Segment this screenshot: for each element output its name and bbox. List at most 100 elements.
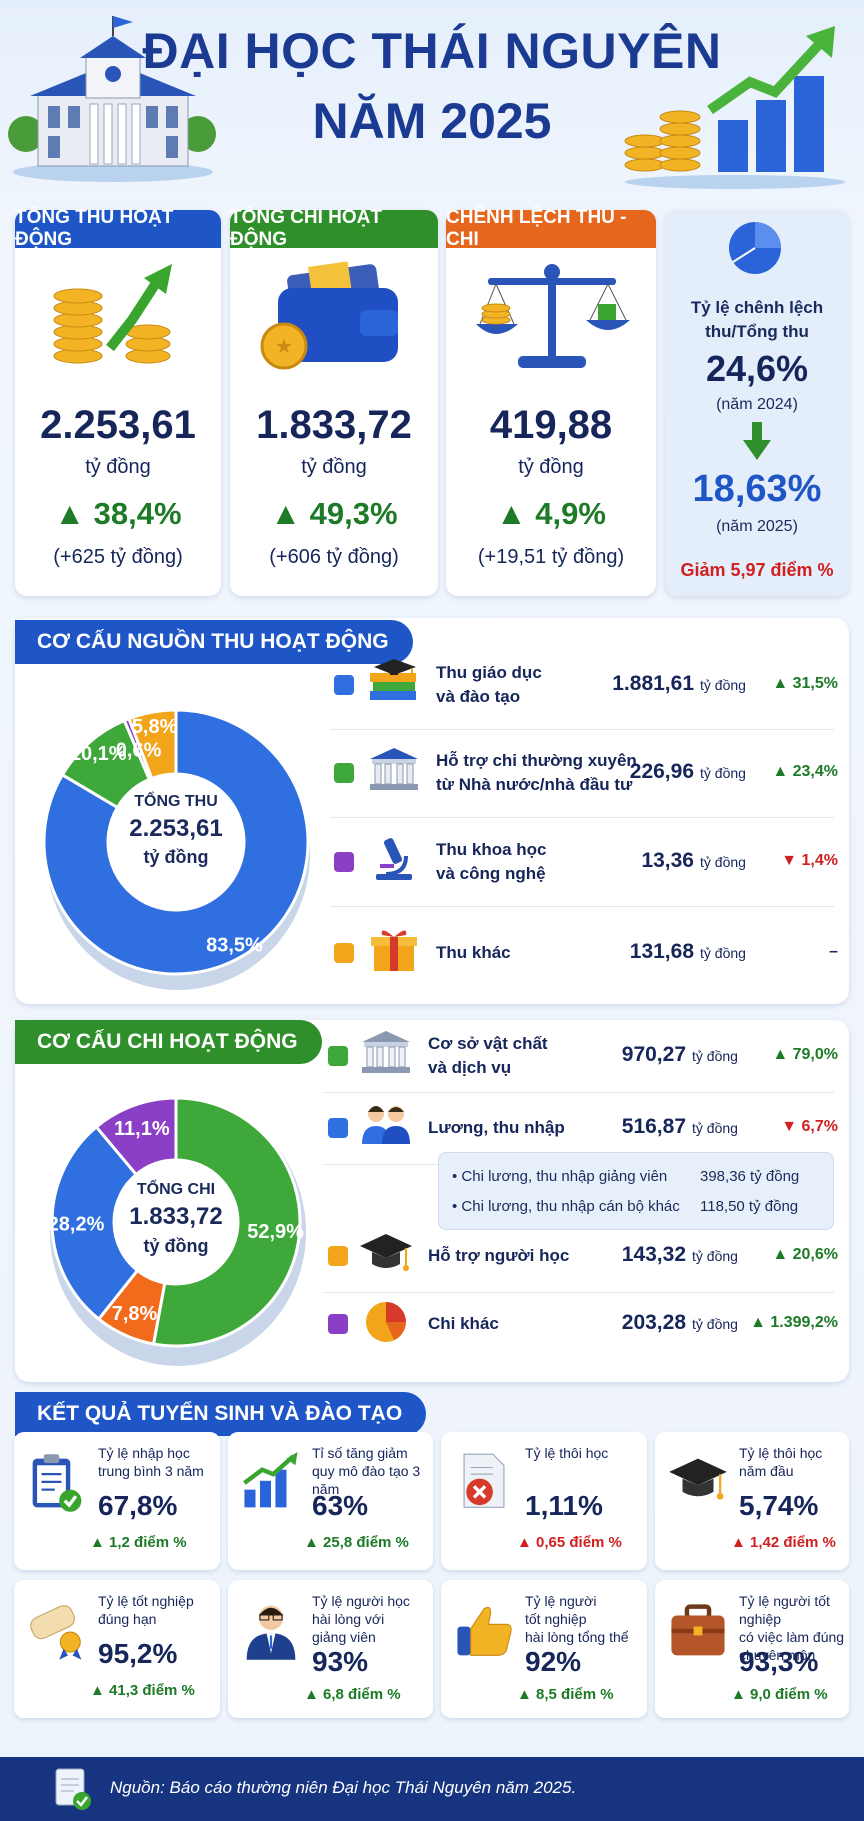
kpi-label-line: giảng viên — [312, 1629, 376, 1645]
kpi-card: Tỷ lệ nhập học trung bình 3 năm 67,8% ▲ 1,2… — [14, 1432, 220, 1570]
legend-change: ▲ 31,5% — [772, 675, 838, 692]
legend-change: – — [829, 943, 838, 960]
ratio-2025-year: (năm 2025) — [716, 518, 798, 535]
kpi-label: Tỷ lệ người học hài lòng với giảng viên — [312, 1592, 429, 1646]
salary-breakdown-label: Chi lương, thu nhập giảng viên — [461, 1168, 668, 1185]
microscope-icon — [376, 838, 412, 880]
kpi-card: Tỷ lệ thôi học năm đầu 5,74% ▲ 1,42 điểm % — [655, 1432, 849, 1570]
legend-label-line: và công nghệ — [436, 864, 546, 883]
graduation-cap-icon — [360, 1234, 412, 1271]
legend-unit: tỷ đồng — [700, 854, 746, 870]
teacher-icon — [246, 1605, 296, 1660]
legend-swatch — [328, 1046, 348, 1066]
row-divider — [324, 1092, 834, 1093]
kpi-value: 93% — [312, 1646, 369, 1677]
legend-label-line: Hỗ trợ người học — [428, 1246, 570, 1265]
thumbs-up-icon — [457, 1606, 512, 1656]
legend-unit: tỷ đồng — [692, 1048, 738, 1064]
clipboard-check-icon — [32, 1454, 82, 1512]
building-icon — [362, 1031, 410, 1073]
kpi-label-line: Tỷ lệ nhập học — [98, 1445, 190, 1461]
kpi-label-line: tốt nghiệp — [525, 1611, 587, 1627]
revenue-value: 2.253,61 — [40, 403, 196, 447]
kpi-label: Tỷ lệ thôi học năm đầu — [739, 1444, 845, 1480]
pie-chart-icon — [366, 1302, 406, 1342]
kpi-label-line: Tỉ số tăng giảm — [312, 1445, 408, 1461]
legend-label-line: Thu giáo dục — [436, 663, 542, 682]
expense-value: 1.833,72 — [256, 403, 412, 447]
revenue-card-header: TỔNG THU HOẠT ĐỘNG — [15, 207, 221, 250]
legend-change: ▲ 79,0% — [772, 1046, 838, 1063]
page-title-line2: NĂM 2025 — [312, 93, 552, 149]
footer: Nguồn: Báo cáo thường niên Đại học Thái … — [0, 1757, 864, 1821]
row-divider — [330, 817, 834, 818]
legend-value: 970,27 — [621, 1043, 686, 1066]
legend-unit: tỷ đồng — [700, 677, 746, 693]
expense-center-label: TỔNG CHI — [136, 1181, 216, 1198]
legend-unit: tỷ đồng — [692, 1316, 738, 1332]
legend-label-line: Cơ sở vật chất — [428, 1034, 548, 1053]
training-title: KẾT QUẢ TUYỂN SINH VÀ ĐÀO TẠO — [15, 1392, 427, 1436]
svg-text:★: ★ — [275, 336, 293, 358]
legend-swatch — [328, 1118, 348, 1138]
legend-value: 203,28 — [621, 1311, 686, 1334]
legend-label-line: Hỗ trợ chi thường xuyên — [436, 751, 637, 770]
pie-chart-icon — [729, 222, 781, 274]
donut-slice-label: 28,2% — [48, 1213, 105, 1235]
legend-label-line: Thu khoa học — [436, 840, 547, 859]
expense-delta: (+606 tỷ đồng) — [269, 546, 399, 568]
kpi-delta: ▲ 6,8 điểm % — [304, 1686, 401, 1703]
kpi-label-line: Tỷ lệ người — [525, 1593, 597, 1609]
legend-value: 13,36 — [641, 849, 694, 872]
balance-growth: ▲ 4,9% — [496, 496, 606, 531]
legend-label: Thu giáo dục và đào tạo — [436, 661, 542, 709]
ratio-title: Tỷ lệ chênh lệch thu/Tổng thu — [690, 298, 824, 341]
balance-unit: tỷ đồng — [518, 456, 584, 478]
legend-change: ▲ 20,6% — [772, 1246, 838, 1263]
expense-structure-title: CƠ CẤU CHI HOẠT ĐỘNG — [15, 1020, 322, 1064]
legend-value: 516,87 — [621, 1115, 686, 1138]
kpi-card: Tỷ lệ tốt nghiệp đúng hạn 95,2% ▲ 41,3 điểm… — [14, 1580, 220, 1718]
kpi-value: 5,74% — [739, 1490, 819, 1521]
document-x-icon — [463, 1453, 505, 1508]
donut-slice-label: 7,8% — [112, 1303, 158, 1325]
legend-change: ▲ 1.399,2% — [750, 1314, 838, 1331]
ratio-card: Tỷ lệ chênh lệch thu/Tổng thu 24,6% (năm… — [665, 210, 849, 596]
salary-breakdown-row: • Chi lương, thu nhập cán bộ khác 118,50… — [452, 1198, 822, 1215]
legend-label: Thu khác — [436, 941, 511, 965]
legend-label: Thu khoa học và công nghệ — [436, 838, 547, 886]
ratio-2024-year: (năm 2024) — [716, 396, 798, 413]
legend-label-line: Thu khác — [436, 943, 511, 962]
kpi-delta: ▲ 8,5 điểm % — [517, 1686, 614, 1703]
kpi-label: Tỷ lệ người tốt nghiệp có việc làm đúng ch… — [739, 1592, 845, 1664]
legend-swatch — [334, 852, 354, 872]
staff-people-icon — [362, 1106, 410, 1144]
balance-scale-icon — [476, 264, 630, 368]
balance-delta: (+19,51 tỷ đồng) — [477, 546, 625, 568]
revenue-center-label: TỔNG THU — [134, 793, 218, 810]
legend-swatch — [328, 1246, 348, 1266]
legend-swatch — [334, 943, 354, 963]
legend-label: Cơ sở vật chất và dịch vụ — [428, 1032, 548, 1080]
balance-card-header: CHÊNH LỆCH THU - CHI — [446, 207, 656, 250]
kpi-label-line: Tỷ lệ thôi học — [739, 1445, 823, 1461]
legend-value: 143,32 — [621, 1243, 686, 1266]
ratio-note: Giảm 5,97 điểm % — [680, 560, 834, 580]
kpi-label: Tỷ lệ người tốt nghiệp hài lòng tổng thể — [525, 1592, 643, 1646]
expense-center-value: 1.833,72 — [129, 1203, 223, 1230]
donut-slice-label: 10,1% — [70, 743, 127, 765]
legend-label: Lương, thu nhập — [428, 1116, 565, 1140]
legend-label: Chi khác — [428, 1312, 499, 1336]
row-divider — [324, 1292, 834, 1293]
bullet-icon: • — [452, 1198, 462, 1215]
university-building-icon — [8, 16, 216, 182]
revenue-card: TỔNG THU HOẠT ĐỘNG 2.253,61 tỷ đồng ▲ 38… — [15, 207, 221, 596]
kpi-delta: ▲ 25,8 điểm % — [304, 1534, 409, 1551]
legend-label-line: và dịch vụ — [428, 1058, 512, 1077]
graduation-cap-icon — [669, 1458, 727, 1500]
legend-unit: tỷ đồng — [700, 945, 746, 961]
revenue-center-unit: tỷ đồng — [143, 847, 209, 867]
donut-slice-label: 0,6% — [116, 739, 162, 761]
kpi-label: Tỷ lệ tốt nghiệp đúng hạn — [98, 1592, 216, 1628]
page-title-line1: ĐẠI HỌC THÁI NGUYÊN — [142, 23, 722, 79]
